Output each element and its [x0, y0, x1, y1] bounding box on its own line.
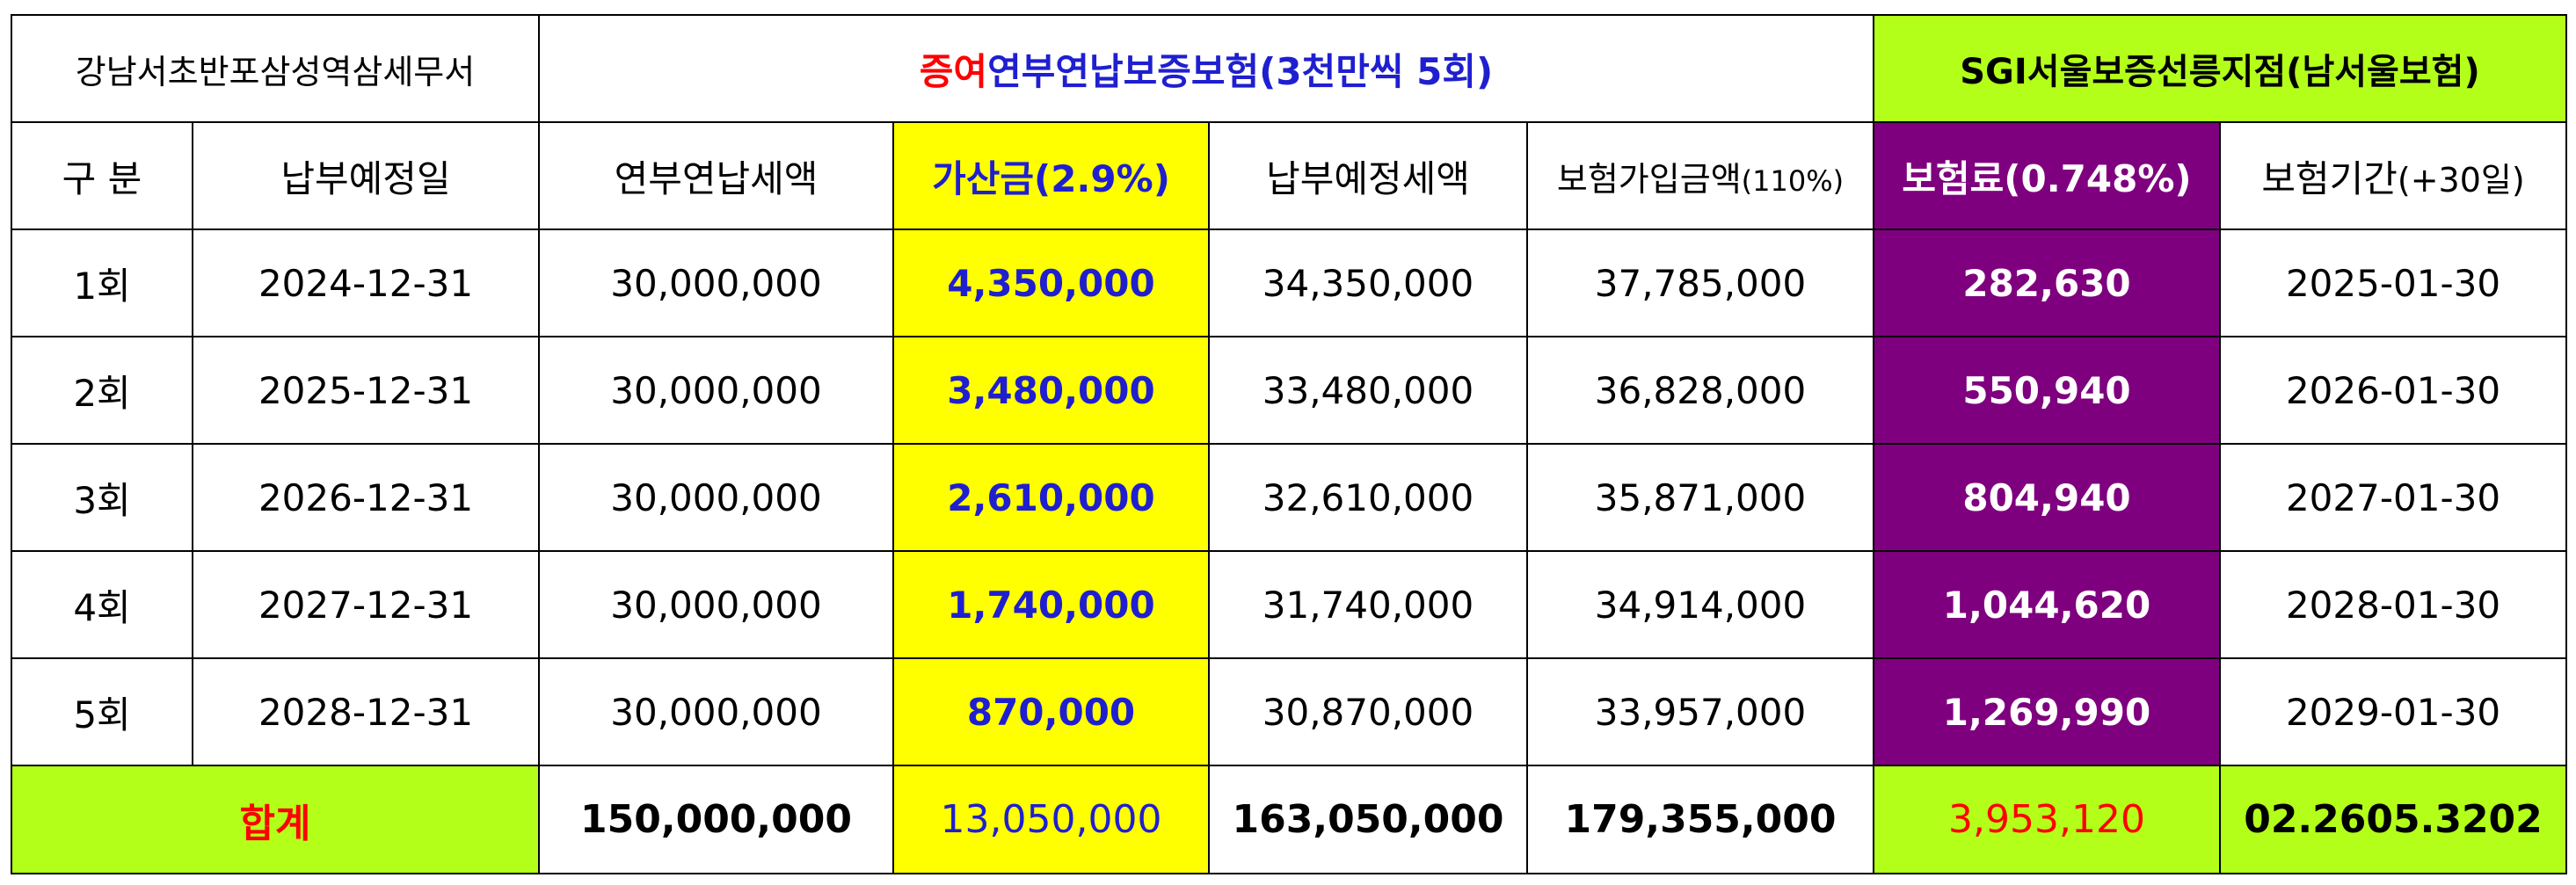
header-period: 보험기간(+30일) [2219, 121, 2567, 230]
title-row: 강남서초반포삼성역삼세무서 증여연부연납보증보험(3천만씩 5회) SGI서울보… [11, 14, 2567, 123]
total-expected-tax: 163,050,000 [1208, 765, 1528, 874]
header-expected-tax: 납부예정세액 [1208, 121, 1528, 230]
row-expected-tax: 33,480,000 [1208, 336, 1528, 445]
total-surcharge: 13,050,000 [892, 765, 1210, 874]
row-period-end: 2029-01-30 [2219, 657, 2567, 766]
table-row: 5회 2028-12-31 30,000,000 870,000 30,870,… [11, 657, 2567, 766]
row-round: 3회 [11, 443, 193, 552]
main-title-gift: 증여 [919, 49, 988, 93]
table-row: 1회 2024-12-31 30,000,000 4,350,000 34,35… [11, 229, 2567, 337]
row-installment-tax: 30,000,000 [538, 336, 894, 445]
main-title: 증여연부연납보증보험(3천만씩 5회) [538, 14, 1874, 123]
agent-phone-number: 02.2605.3202 [2219, 765, 2567, 874]
row-due-date: 2025-12-31 [192, 336, 540, 445]
row-premium: 804,940 [1873, 443, 2221, 552]
row-insured-amount: 37,785,000 [1526, 229, 1874, 337]
row-surcharge: 870,000 [892, 657, 1210, 766]
row-round: 5회 [11, 657, 193, 766]
row-due-date: 2027-12-31 [192, 550, 540, 659]
row-expected-tax: 31,740,000 [1208, 550, 1528, 659]
total-row: 합계 150,000,000 13,050,000 163,050,000 17… [11, 765, 2567, 874]
header-insured-amount-sub: (110%) [1741, 163, 1845, 198]
header-row: 구 분 납부예정일 연부연납세액 가산금(2.9%) 납부예정세액 보험가입금액… [11, 121, 2567, 230]
row-period-end: 2028-01-30 [2219, 550, 2567, 659]
row-premium: 550,940 [1873, 336, 2221, 445]
row-surcharge: 2,610,000 [892, 443, 1210, 552]
row-insured-amount: 34,914,000 [1526, 550, 1874, 659]
main-title-insurance: 연부연납보증보험(3천만씩 5회) [987, 49, 1494, 93]
header-due-date: 납부예정일 [192, 121, 540, 230]
table-row: 3회 2026-12-31 30,000,000 2,610,000 32,61… [11, 443, 2567, 552]
header-premium: 보험료(0.748%) [1873, 121, 2221, 230]
header-insured-amount: 보험가입금액(110%) [1526, 121, 1874, 230]
row-surcharge: 3,480,000 [892, 336, 1210, 445]
row-installment-tax: 30,000,000 [538, 657, 894, 766]
row-round: 1회 [11, 229, 193, 337]
header-period-main: 보험기간 [2261, 156, 2398, 200]
row-period-end: 2025-01-30 [2219, 229, 2567, 337]
tax-office-title: 강남서초반포삼성역삼세무서 [11, 14, 540, 123]
row-insured-amount: 36,828,000 [1526, 336, 1874, 445]
table-row: 4회 2027-12-31 30,000,000 1,740,000 31,74… [11, 550, 2567, 659]
total-insured-amount: 179,355,000 [1526, 765, 1874, 874]
header-period-sub: (+30일) [2397, 160, 2525, 199]
row-due-date: 2024-12-31 [192, 229, 540, 337]
total-premium: 3,953,120 [1873, 765, 2221, 874]
row-surcharge: 4,350,000 [892, 229, 1210, 337]
row-round: 2회 [11, 336, 193, 445]
header-surcharge: 가산금(2.9%) [892, 121, 1210, 230]
row-round: 4회 [11, 550, 193, 659]
total-label: 합계 [11, 765, 540, 874]
row-insured-amount: 35,871,000 [1526, 443, 1874, 552]
row-insured-amount: 33,957,000 [1526, 657, 1874, 766]
header-insured-amount-main: 보험가입금액 [1556, 159, 1742, 199]
row-due-date: 2028-12-31 [192, 657, 540, 766]
installment-insurance-table: 강남서초반포삼성역삼세무서 증여연부연납보증보험(3천만씩 5회) SGI서울보… [11, 14, 2567, 874]
header-installment-tax: 연부연납세액 [538, 121, 894, 230]
header-category: 구 분 [11, 121, 193, 230]
row-installment-tax: 30,000,000 [538, 229, 894, 337]
row-expected-tax: 34,350,000 [1208, 229, 1528, 337]
row-period-end: 2026-01-30 [2219, 336, 2567, 445]
row-premium: 1,269,990 [1873, 657, 2221, 766]
row-expected-tax: 32,610,000 [1208, 443, 1528, 552]
agent-title: SGI서울보증선릉지점(남서울보험) [1873, 14, 2567, 123]
row-installment-tax: 30,000,000 [538, 443, 894, 552]
row-installment-tax: 30,000,000 [538, 550, 894, 659]
total-installment-tax: 150,000,000 [538, 765, 894, 874]
row-premium: 282,630 [1873, 229, 2221, 337]
row-period-end: 2027-01-30 [2219, 443, 2567, 552]
row-due-date: 2026-12-31 [192, 443, 540, 552]
table-row: 2회 2025-12-31 30,000,000 3,480,000 33,48… [11, 336, 2567, 445]
row-expected-tax: 30,870,000 [1208, 657, 1528, 766]
row-premium: 1,044,620 [1873, 550, 2221, 659]
row-surcharge: 1,740,000 [892, 550, 1210, 659]
